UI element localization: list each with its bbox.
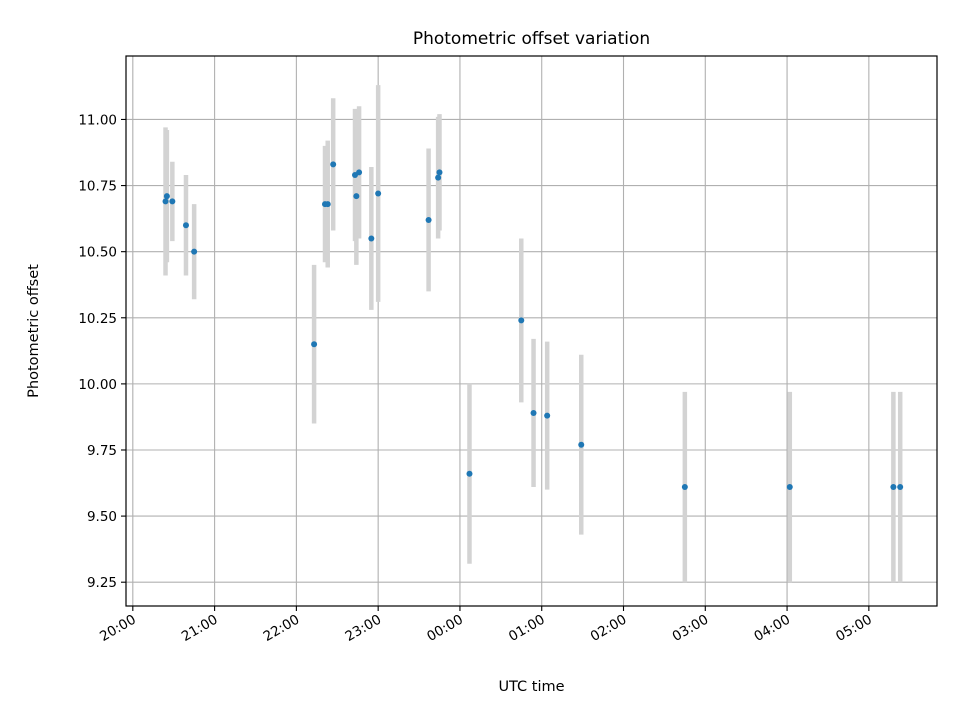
data-point bbox=[786, 484, 793, 491]
data-point bbox=[324, 201, 331, 208]
y-tick-label: 10.00 bbox=[78, 377, 117, 393]
data-point bbox=[191, 248, 198, 255]
y-tick-label: 11.00 bbox=[78, 112, 117, 128]
data-point bbox=[466, 470, 473, 477]
plot-frame bbox=[125, 55, 938, 607]
point-layer bbox=[162, 161, 904, 491]
data-point bbox=[169, 198, 176, 205]
y-axis-title: Photometric offset bbox=[26, 264, 42, 398]
data-point bbox=[353, 193, 360, 200]
data-point bbox=[162, 198, 169, 205]
data-point bbox=[375, 190, 382, 197]
data-point bbox=[368, 235, 375, 242]
data-point bbox=[182, 222, 189, 229]
data-point bbox=[425, 216, 432, 223]
y-tick-label: 9.75 bbox=[87, 443, 117, 459]
data-point bbox=[578, 441, 585, 448]
data-point bbox=[544, 412, 551, 419]
data-point bbox=[330, 161, 337, 168]
data-point bbox=[435, 174, 442, 181]
data-point bbox=[530, 409, 537, 416]
data-point bbox=[518, 317, 525, 324]
plot-area bbox=[126, 56, 937, 606]
data-point bbox=[311, 341, 318, 348]
y-tick-label: 10.25 bbox=[78, 311, 117, 327]
data-point bbox=[681, 484, 688, 491]
chart-title: Photometric offset variation bbox=[413, 29, 650, 49]
data-point bbox=[163, 193, 170, 200]
data-point bbox=[890, 484, 897, 491]
data-point bbox=[436, 169, 443, 176]
data-point bbox=[897, 484, 904, 491]
y-tick-label: 9.50 bbox=[87, 509, 117, 525]
y-tick-label: 10.75 bbox=[78, 179, 117, 195]
data-point bbox=[356, 169, 363, 176]
x-axis-title: UTC time bbox=[498, 679, 564, 695]
y-tick-label: 10.50 bbox=[78, 245, 117, 261]
y-tick-label: 9.25 bbox=[87, 575, 117, 591]
